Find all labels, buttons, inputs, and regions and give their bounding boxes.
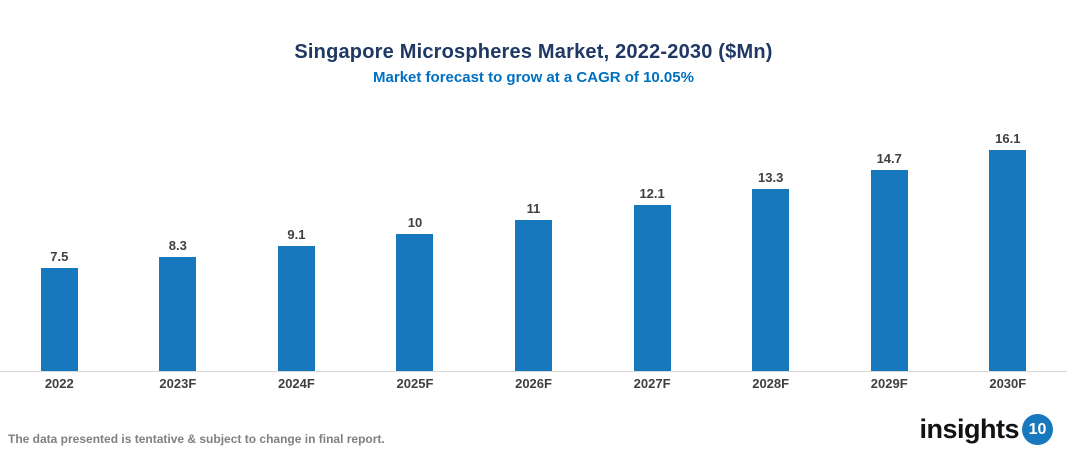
bar <box>870 170 908 371</box>
x-axis-label: 2024F <box>277 376 315 391</box>
bar <box>752 189 790 371</box>
bar-group: 9.1 <box>237 227 356 371</box>
x-axis-label: 2022 <box>44 376 74 391</box>
bar-value-label: 11 <box>526 201 541 216</box>
x-axis-label: 2030F <box>989 376 1027 391</box>
logo-text: insights <box>919 414 1019 444</box>
bar-group: 16.1 <box>949 131 1067 371</box>
x-axis-label: 2028F <box>752 376 790 391</box>
bar <box>40 268 78 371</box>
bar-group: 7.5 <box>0 249 119 371</box>
bar-group: 14.7 <box>830 151 949 371</box>
bar-value-label: 7.5 <box>50 249 69 264</box>
x-axis-label: 2029F <box>870 376 908 391</box>
x-axis-label: 2023F <box>159 376 197 391</box>
chart-title: Singapore Microspheres Market, 2022-2030… <box>294 41 773 63</box>
bar-value-label: 10 <box>407 215 423 230</box>
bar-value-label: 12.1 <box>639 186 665 201</box>
bar <box>515 220 553 371</box>
bar-value-label: 14.7 <box>876 151 902 166</box>
footer-disclaimer: The data presented is tentative & subjec… <box>8 432 385 446</box>
bar <box>989 150 1027 371</box>
chart-subtitle: Market forecast to grow at a CAGR of 10.… <box>373 69 694 86</box>
bar-group: 13.3 <box>711 170 830 371</box>
bar-group: 10 <box>356 215 475 371</box>
bar-group: 8.3 <box>119 238 238 371</box>
bar <box>159 257 197 371</box>
bar-group: 11 <box>474 201 593 371</box>
x-axis-label: 2027F <box>633 376 671 391</box>
bar-value-label: 8.3 <box>168 238 187 253</box>
insights10-logo: insights 10 <box>919 414 1053 445</box>
x-axis-labels: 2022 2023F 2024F 2025F 2026F 2027F 2028F 2029F 2… <box>0 376 1067 391</box>
bar-chart-plot: 7.5 8.3 9.1 10 11 12.1 13.3 14.7 16.1 <box>0 100 1067 372</box>
logo-badge-circle: 10 <box>1022 414 1053 445</box>
bar-value-label: 16.1 <box>995 131 1021 146</box>
bar <box>633 205 671 371</box>
x-axis-label: 2025F <box>396 376 434 391</box>
bar <box>277 246 315 371</box>
bar-group: 12.1 <box>593 186 712 371</box>
x-axis-label: 2026F <box>515 376 552 391</box>
bar <box>396 234 434 371</box>
bar-value-label: 9.1 <box>287 227 306 242</box>
bar-value-label: 13.3 <box>758 170 784 185</box>
